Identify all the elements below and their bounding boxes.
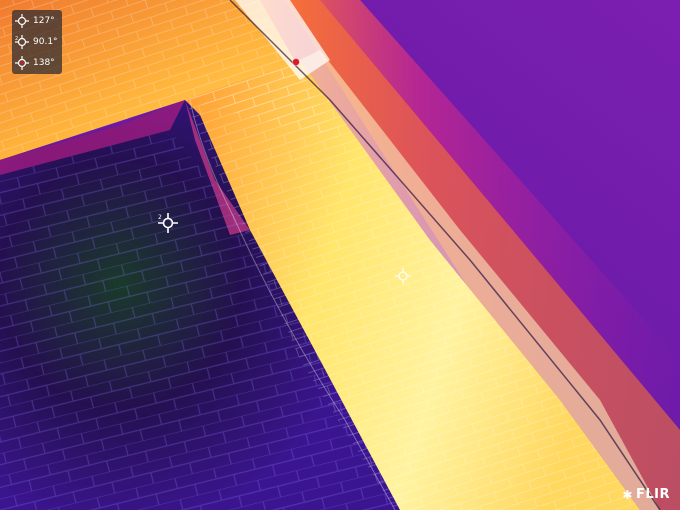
spot-marker-index: 2 bbox=[158, 214, 162, 221]
crosshair-icon bbox=[15, 14, 29, 28]
measurement-value: 90.1° bbox=[33, 37, 58, 47]
flir-logo-icon: ✱ bbox=[622, 487, 633, 502]
spot-marker-1[interactable] bbox=[394, 267, 412, 285]
crosshair-icon: 2 bbox=[15, 35, 29, 49]
measurement-row: 138° bbox=[15, 55, 55, 71]
measurement-index: 2 bbox=[15, 36, 18, 42]
measurement-panel: 127° 2 90.1° 138° bbox=[12, 10, 62, 74]
brand-name: FLIR bbox=[635, 487, 670, 502]
measurement-value: 138° bbox=[33, 58, 55, 68]
spot-marker-2[interactable]: 2 bbox=[157, 212, 179, 234]
measurement-row: 2 90.1° bbox=[15, 34, 58, 50]
brand-logo: ✱ FLIR bbox=[622, 487, 670, 502]
measurement-row: 127° bbox=[15, 13, 55, 29]
measurement-value: 127° bbox=[33, 16, 55, 26]
crosshair-red-icon bbox=[15, 56, 29, 70]
hotspot-marker[interactable] bbox=[290, 56, 302, 68]
